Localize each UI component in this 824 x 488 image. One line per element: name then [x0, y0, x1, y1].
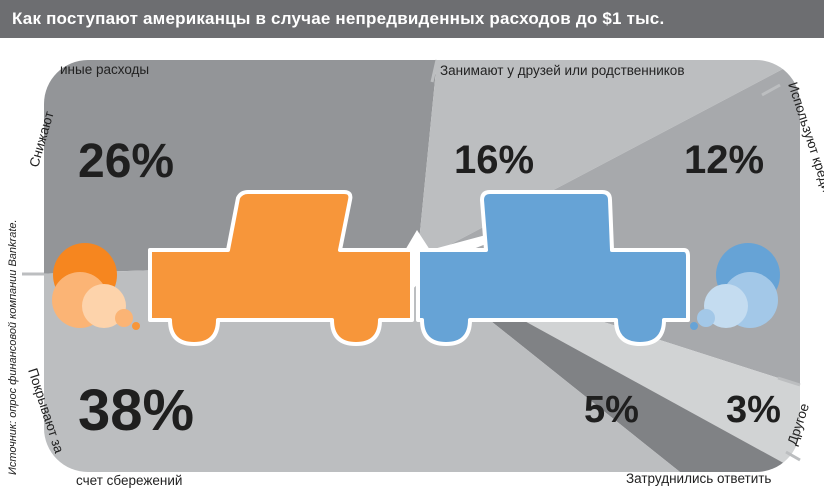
value-other: 3%: [726, 389, 781, 431]
slice-cut-other-expenses: [44, 60, 437, 275]
label-savings-part2: счет сбережений: [76, 473, 182, 488]
label-cut-other-expenses-part2: иные расходы: [60, 62, 149, 77]
orange-car: [52, 190, 414, 346]
chart-title: Как поступают американцы в случае непред…: [12, 9, 665, 28]
slice-dividers: [22, 59, 801, 462]
title-bar: Как поступают американцы в случае непред…: [0, 0, 824, 38]
label-hard-to-answer: Затруднились ответить: [626, 471, 771, 486]
value-savings: 38%: [78, 378, 194, 443]
value-credit-card: 12%: [684, 138, 764, 182]
orange-exhaust-cloud: [52, 243, 140, 330]
blue-exhaust-cloud: [690, 243, 780, 330]
value-hard-to-answer: 5%: [584, 389, 639, 431]
label-borrow-friends: Занимают у друзей или родственников: [440, 63, 685, 78]
blue-car: [416, 190, 780, 346]
value-cut-other-expenses: 26%: [78, 135, 174, 188]
source-note: Источник: опрос финансовой компании Bank…: [7, 219, 19, 475]
value-borrow-friends: 16%: [454, 138, 534, 182]
